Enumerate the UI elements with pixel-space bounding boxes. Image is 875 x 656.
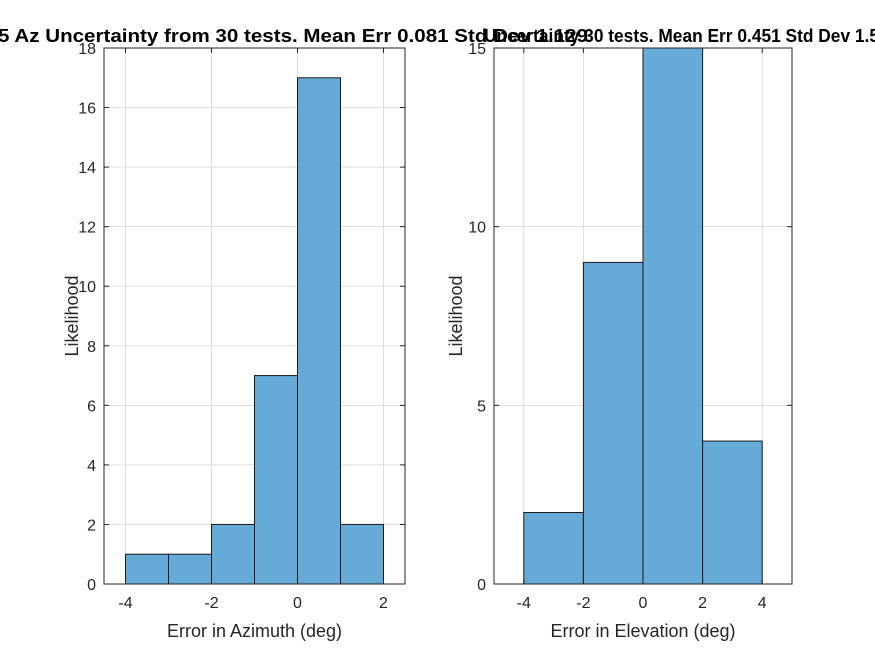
chart1-bar-4 (297, 77, 341, 585)
chart2-xlabel: Error in Elevation (deg) (550, 621, 735, 641)
chart1-ytick-label-9: 18 (78, 41, 96, 58)
chart1-xtick-label-3: 2 (379, 595, 388, 612)
chart2-xtick-label-4: 4 (758, 595, 767, 612)
chart1-axes-box (103, 47, 406, 585)
chart2-ytick-label-2: 10 (468, 220, 486, 237)
chart1-bar-0 (125, 553, 169, 585)
chart1-bar-1 (168, 553, 212, 585)
chart1-ytick-label-0: 0 (87, 577, 96, 594)
chart2-ytick-label-3: 15 (468, 41, 486, 58)
chart1-bar-2 (211, 523, 255, 585)
chart1-ytick-label-7: 14 (78, 160, 96, 177)
chart1-bar-3 (254, 375, 298, 585)
chart2-bar-3 (702, 440, 763, 585)
chart2-xtick-label-3: 2 (698, 595, 707, 612)
chart1-bar-5 (340, 523, 384, 585)
chart1-ytick-label-3: 6 (87, 398, 96, 415)
chart1-ytick-label-1: 2 (87, 517, 96, 534)
chart2-axes: -4 -2 0 2 4 0 5 10 15 Error in Elevation (deg) Lik… (446, 41, 793, 641)
chart2-xtick-label-2: 0 (639, 595, 648, 612)
chart1-ytick-label-8: 16 (78, 101, 96, 118)
chart1-ylabel: Likelihood (62, 275, 82, 356)
chart1-ytick-label-5: 10 (78, 279, 96, 296)
chart1-ytick-label-2: 4 (87, 458, 96, 475)
chart1-ytick-label-6: 12 (78, 220, 96, 237)
chart2-ytick-label-0: 0 (477, 577, 486, 594)
chart2-xtick-label-1: -2 (576, 595, 590, 612)
chart2-bar-2 (642, 47, 704, 585)
chart2-xtick-label-0: -4 (517, 595, 531, 612)
chart2-ytick-label-1: 5 (477, 398, 486, 415)
chart2-title: Uncertainty 30 tests. Mean Err 0.451 Std… (484, 26, 875, 46)
chart1-ytick-label-4: 8 (87, 339, 96, 356)
chart1-xtick-label-1: -2 (204, 595, 218, 612)
chart2-ylabel: Likelihood (446, 275, 466, 356)
chart1-title: 5 Az Uncertainty from 30 tests. Mean Err… (0, 26, 588, 46)
chart1-xtick-label-0: -4 (118, 595, 132, 612)
chart2-bar-0 (523, 512, 584, 585)
chart1-xtick-label-2: 0 (293, 595, 302, 612)
chart1-xlabel: Error in Azimuth (deg) (167, 621, 342, 641)
chart2-bar-1 (582, 261, 644, 585)
chart1-axes: -4 -2 0 2 0 2 4 6 8 10 12 14 16 18 Error in Azimuth (d… (62, 41, 406, 641)
